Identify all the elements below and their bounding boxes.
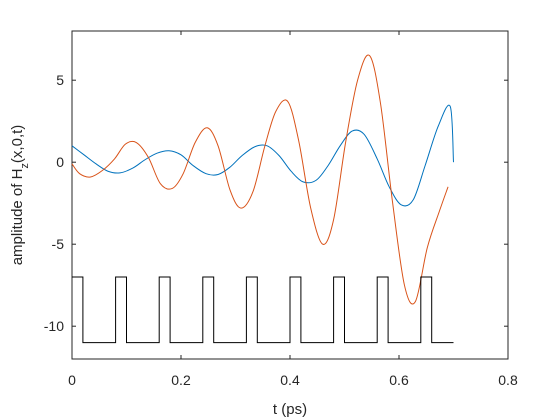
- y-axis-label: amplitude of Hz(x,0,t): [9, 125, 31, 266]
- series-layer: [71, 54, 454, 344]
- y-tick-label: -5: [52, 236, 65, 252]
- y-axis-ticks: -10 -5 0 5: [44, 72, 508, 334]
- x-tick-label: 0: [68, 372, 76, 388]
- x-tick-label: 0.6: [389, 372, 409, 388]
- series-line-2: [71, 54, 449, 305]
- x-tick-label: 0.4: [280, 372, 300, 388]
- x-axis-ticks: 0 0.2 0.4 0.6 0.8: [68, 31, 518, 388]
- x-tick-label: 0.8: [498, 372, 518, 388]
- series-line-3: [72, 276, 454, 344]
- y-tick-label: 5: [56, 72, 64, 88]
- x-axis-label: t (ps): [273, 401, 307, 418]
- y-tick-label: 0: [56, 154, 64, 170]
- y-tick-label: -10: [44, 318, 64, 334]
- series-line-1: [71, 104, 454, 207]
- x-tick-label: 0.2: [171, 372, 191, 388]
